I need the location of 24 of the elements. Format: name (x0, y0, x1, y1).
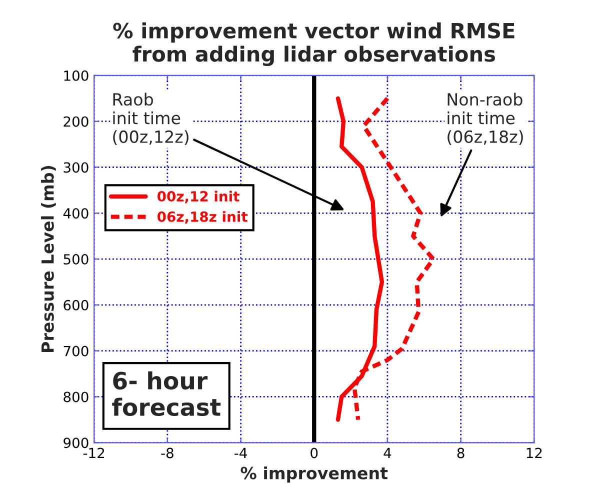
y-tick-label: 900 (64, 438, 88, 448)
legend-label: 00z,12 init (157, 190, 240, 204)
y-tick-label: 100 (64, 70, 88, 81)
y-tick-label: 600 (64, 300, 88, 310)
y-tick-label: 500 (64, 254, 88, 265)
y-tick-label: 700 (64, 346, 88, 356)
annotation: 6- hour forecast (112, 371, 221, 416)
annotation: Raob init time (00z,12z) (113, 92, 188, 145)
x-tick-label: -4 (234, 448, 247, 458)
y-tick-label: 400 (63, 208, 88, 219)
annotation: Non-raob init time (06z,18z) (448, 92, 523, 145)
x-tick-label: 4 (384, 448, 392, 458)
y-tick-label: 200 (64, 116, 88, 127)
y-tick-label: 800 (64, 392, 88, 402)
chart-title: % improvement vector wind RMSE from adding lidar observations (113, 22, 514, 66)
y-axis-title: Pressure Level (mb) (41, 166, 56, 352)
x-tick-label: -12 (83, 448, 104, 458)
x-tick-label: 12 (526, 448, 542, 458)
x-axis-title: % improvement (240, 466, 388, 483)
y-tick-label: 300 (64, 162, 88, 173)
x-tick-label: -8 (161, 448, 174, 458)
x-tick-label: 8 (457, 448, 464, 458)
x-tick-label: 0 (310, 448, 318, 458)
legend-label: 06z,18z init (157, 211, 248, 224)
